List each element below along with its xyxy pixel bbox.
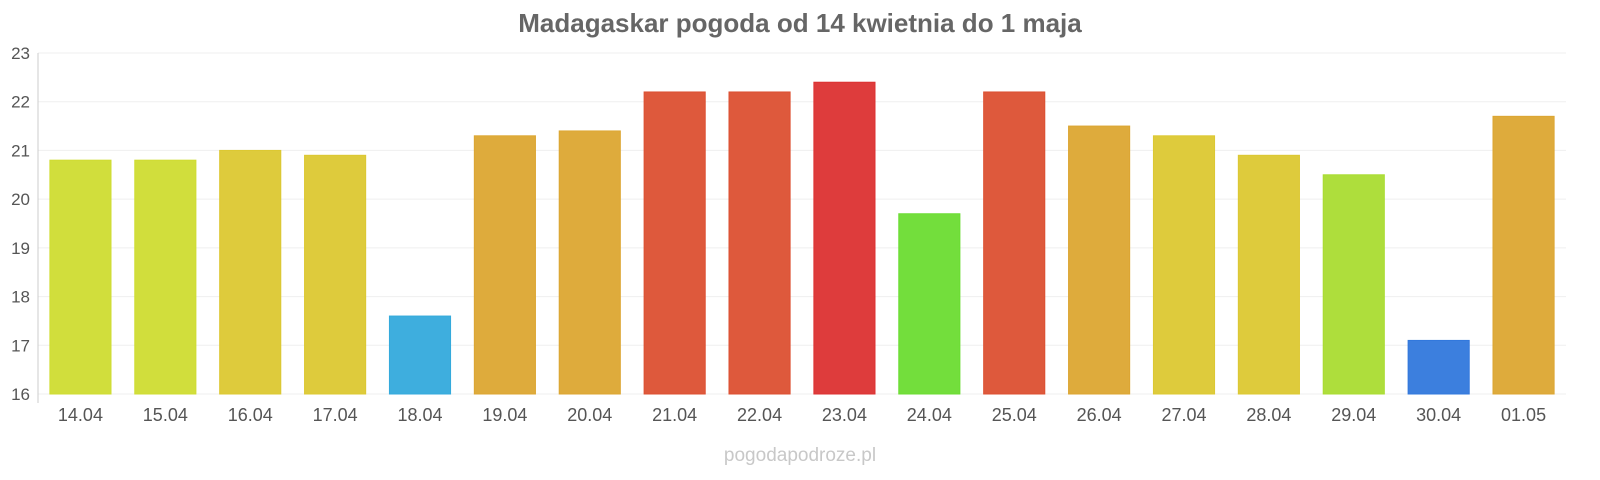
bar-30.04 <box>1407 339 1470 395</box>
bar-14.04 <box>49 159 112 395</box>
x-tick-label: 29.04 <box>1331 405 1376 425</box>
y-tick-label: 16 <box>11 385 30 404</box>
bar-22.04 <box>728 91 791 395</box>
y-tick-label: 22 <box>11 93 30 112</box>
bar-28.04 <box>1237 154 1300 395</box>
bar-17.04 <box>304 154 367 395</box>
bars <box>49 81 1555 395</box>
y-tick-label: 17 <box>11 336 30 355</box>
y-tick-label: 18 <box>11 288 30 307</box>
bar-24.04 <box>898 213 961 395</box>
source-credit: pogodapodroze.pl <box>724 445 876 466</box>
x-tick-label: 01.05 <box>1501 405 1546 425</box>
y-axis: 16 17 18 19 20 21 22 23 <box>11 44 39 404</box>
y-tick-label: 23 <box>11 44 30 63</box>
x-tick-label: 24.04 <box>907 405 952 425</box>
x-tick-label: 28.04 <box>1246 405 1291 425</box>
x-tick-label: 18.04 <box>397 405 442 425</box>
chart-title: Madagaskar pogoda od 14 kwietnia do 1 ma… <box>518 8 1082 38</box>
x-tick-label: 23.04 <box>822 405 867 425</box>
x-tick-label: 14.04 <box>58 405 103 425</box>
y-tick-label: 20 <box>11 190 30 209</box>
bar-21.04 <box>643 91 706 395</box>
x-tick-label: 26.04 <box>1077 405 1122 425</box>
x-tick-label: 20.04 <box>567 405 612 425</box>
bar-25.04 <box>983 91 1046 395</box>
bar-27.04 <box>1152 135 1216 395</box>
bar-18.04 <box>388 315 452 395</box>
x-tick-label: 22.04 <box>737 405 782 425</box>
bar-01.05 <box>1492 115 1555 395</box>
x-tick-label: 30.04 <box>1416 405 1461 425</box>
x-axis: 14.04 15.04 16.04 17.04 18.04 19.04 20.04 21.04… <box>58 405 1546 425</box>
x-tick-label: 25.04 <box>992 405 1037 425</box>
y-tick-label: 19 <box>11 239 30 258</box>
bar-16.04 <box>219 149 282 395</box>
x-tick-label: 27.04 <box>1161 405 1206 425</box>
bar-15.04 <box>134 159 197 395</box>
x-tick-label: 21.04 <box>652 405 697 425</box>
x-tick-label: 15.04 <box>143 405 188 425</box>
bar-23.04 <box>813 81 876 395</box>
x-tick-label: 16.04 <box>228 405 273 425</box>
x-tick-label: 17.04 <box>313 405 358 425</box>
gridlines <box>38 52 1566 395</box>
x-tick-label: 19.04 <box>482 405 527 425</box>
bar-29.04 <box>1322 174 1385 395</box>
bar-26.04 <box>1068 125 1131 395</box>
bar-20.04 <box>558 130 621 395</box>
bar-19.04 <box>473 135 536 395</box>
y-tick-label: 21 <box>11 141 30 160</box>
